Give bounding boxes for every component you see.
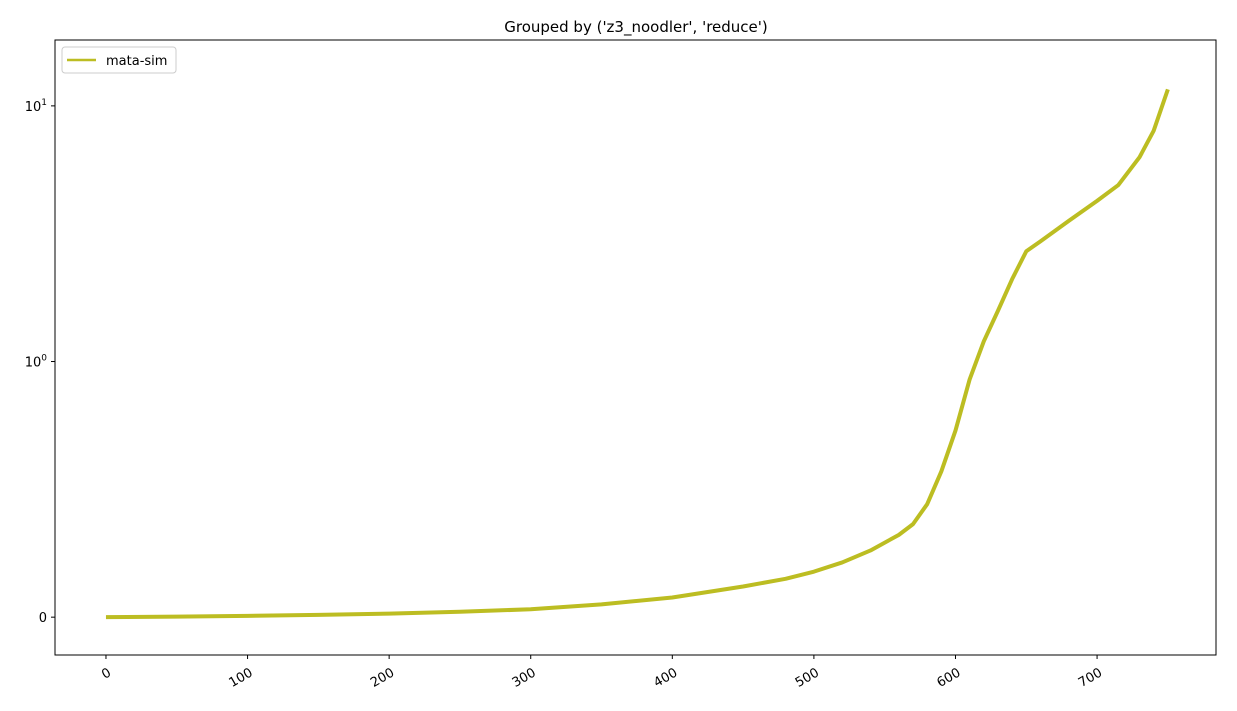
y-axis: 0 100 101 [25, 98, 55, 626]
x-tick-label: 100 [227, 665, 256, 690]
x-tick-label: 200 [368, 665, 397, 690]
plot-frame [54, 39, 1217, 656]
x-tick-label: 0 [99, 665, 114, 682]
legend-box [61, 46, 177, 74]
y-tick-label: 100 [25, 354, 48, 371]
x-tick-label: 700 [1076, 665, 1105, 690]
x-tick-label: 400 [651, 665, 680, 690]
y-tick-label: 0 [39, 611, 47, 626]
x-tick-label: 500 [793, 665, 822, 690]
chart-title: Grouped by ('z3_noodler', 'reduce') [504, 18, 768, 37]
series-layer [105, 88, 1170, 620]
y-tick-label: 101 [25, 98, 47, 115]
x-tick-label: 300 [510, 665, 539, 690]
legend: mata-sim [61, 46, 177, 74]
series-line-mata-sim [105, 88, 1170, 620]
legend-label: mata-sim [106, 54, 167, 69]
x-tick-label: 600 [934, 665, 963, 690]
plot-area [54, 39, 1217, 656]
x-axis: 0 100 200 300 400 500 600 700 [99, 655, 1105, 691]
